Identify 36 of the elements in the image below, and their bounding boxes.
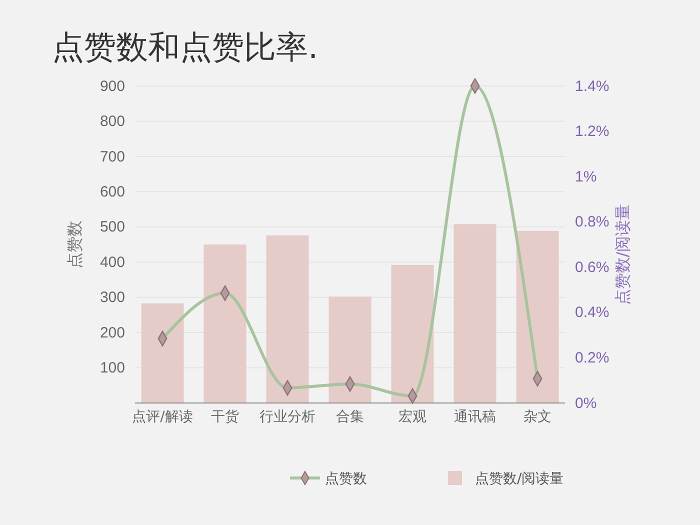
x-tick-label: 干货	[211, 409, 239, 425]
y2-axis-title: 点赞数/阅读量	[613, 204, 632, 306]
y2-tick-label: 1.4%	[575, 78, 610, 95]
chart-title: 点赞数和点赞比率.	[52, 28, 318, 66]
y-tick-label: 100	[100, 360, 125, 377]
y2-tick-label: 0%	[575, 394, 597, 412]
y-axis-title: 点赞数	[65, 220, 84, 268]
bar	[328, 296, 372, 403]
x-tick-label: 杂文	[524, 409, 552, 425]
y-tick-label: 800	[100, 113, 125, 130]
bar	[266, 235, 309, 403]
bar	[204, 244, 246, 403]
y-tick-label: 300	[100, 289, 125, 306]
x-tick-label: 合集	[336, 409, 364, 425]
legend-label: 点赞数/阅读量	[475, 471, 564, 487]
x-tick-label: 宏观	[398, 409, 426, 425]
y-tick-label: 600	[100, 183, 125, 200]
y2-tick-label: 0.6%	[575, 258, 610, 276]
y-tick-label: 500	[100, 218, 125, 236]
y2-tick-label: 1%	[575, 168, 597, 186]
y-tick-label: 400	[100, 254, 125, 271]
y2-tick-label: 0.8%	[575, 214, 610, 231]
bar	[391, 264, 434, 403]
y-tick-label: 900	[100, 78, 125, 95]
y-tick-label: 200	[100, 324, 125, 342]
bar	[516, 230, 559, 403]
bar	[141, 303, 184, 403]
x-tick-label: 通讯稿	[454, 409, 496, 425]
y2-tick-label: 0.2%	[575, 350, 610, 367]
y-tick-label: 700	[100, 148, 125, 166]
x-tick-label: 行业分析	[260, 409, 316, 425]
y2-tick-label: 0.4%	[575, 304, 610, 322]
legend-label: 点赞数	[325, 471, 367, 487]
bar	[454, 224, 496, 403]
y2-tick-label: 1.2%	[575, 123, 610, 140]
x-tick-label: 点评/解读	[132, 409, 193, 425]
